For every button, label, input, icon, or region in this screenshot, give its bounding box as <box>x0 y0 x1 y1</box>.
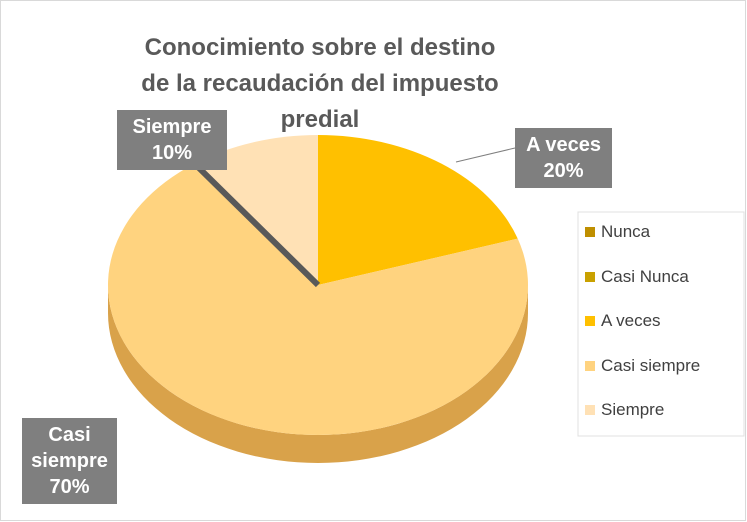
legend-swatch <box>585 227 595 237</box>
legend-item: Casi siempre <box>585 356 700 376</box>
pie-side <box>108 285 528 463</box>
legend-item: Nunca <box>585 222 650 242</box>
data-label-name: A veces <box>526 134 601 156</box>
legend-label: Siempre <box>601 400 665 419</box>
data-label-name: Siempre <box>132 116 212 138</box>
data-label-name: Casi siempre <box>31 424 108 472</box>
legend-label: Casi Nunca <box>601 266 689 286</box>
pie-slice <box>318 135 518 285</box>
legend-item: A veces <box>585 311 661 331</box>
legend-swatch <box>585 360 595 371</box>
chart-title: Conocimiento sobre el destino de la reca… <box>141 34 499 133</box>
pie-slice <box>194 135 318 285</box>
data-label: Casi siempre 70% <box>22 418 117 504</box>
data-label-value: 10% <box>151 142 193 164</box>
slice-gap <box>192 161 321 288</box>
legend-swatch <box>585 405 595 415</box>
leader-line <box>455 147 516 163</box>
legend-border <box>577 211 745 437</box>
legend-swatch <box>585 271 595 282</box>
data-label: A veces 20% <box>515 128 612 188</box>
legend-label: Nunca <box>601 222 651 241</box>
legend-label: Casi siempre <box>601 355 701 375</box>
legend-label: A veces <box>601 311 661 330</box>
data-label: Siempre 10% <box>117 110 227 170</box>
data-label-value: 20% <box>543 160 584 182</box>
legend-item: Siempre <box>585 400 664 420</box>
data-label-value: 70% <box>49 476 90 498</box>
legend-swatch <box>585 316 595 326</box>
legend-item: Casi Nunca <box>585 267 689 287</box>
pie-slice <box>108 163 528 436</box>
